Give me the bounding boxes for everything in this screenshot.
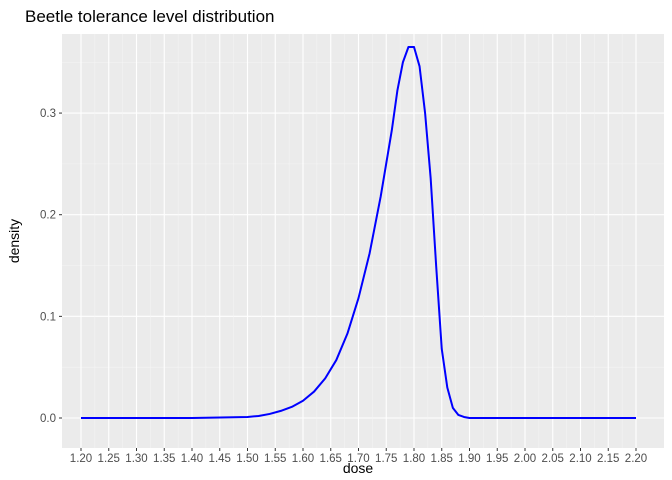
x-tick-label: 1.70 — [347, 453, 369, 465]
x-axis-title: dose — [343, 460, 374, 476]
x-tick-label: 1.40 — [181, 453, 203, 465]
y-tick-label: 0.2 — [40, 210, 56, 222]
plot-panel — [62, 34, 664, 448]
x-tick-label: 2.10 — [569, 453, 591, 465]
y-axis: 0.0 0.1 0.2 0.3 — [40, 108, 62, 425]
x-tick-label: 1.75 — [375, 453, 397, 465]
grid-lines — [62, 34, 664, 448]
x-tick-label: 1.20 — [70, 453, 92, 465]
x-tick-label: 1.55 — [264, 453, 286, 465]
x-tick-label: 1.25 — [98, 453, 120, 465]
y-tick-label: 0.3 — [40, 108, 56, 120]
x-tick-label: 2.20 — [625, 453, 647, 465]
y-axis-title: density — [6, 219, 22, 263]
density-line — [81, 46, 636, 419]
x-tick-label: 1.80 — [403, 453, 425, 465]
x-tick-label: 1.65 — [320, 453, 342, 465]
y-tick-label: 0.0 — [40, 413, 56, 425]
x-tick-label: 1.35 — [153, 453, 175, 465]
x-tick-label: 1.60 — [292, 453, 314, 465]
x-tick-label: 1.50 — [236, 453, 258, 465]
x-tick-label: 1.30 — [125, 453, 147, 465]
chart-title: Beetle tolerance level distribution — [25, 7, 274, 26]
x-tick-label: 1.45 — [209, 453, 231, 465]
x-tick-label: 1.90 — [458, 453, 480, 465]
y-tick-label: 0.1 — [40, 311, 56, 323]
series-layer — [81, 46, 636, 419]
x-tick-label: 1.95 — [486, 453, 508, 465]
x-tick-label: 1.85 — [431, 453, 453, 465]
x-tick-label: 2.05 — [542, 453, 564, 465]
x-tick-label: 2.15 — [597, 453, 619, 465]
x-tick-label: 2.00 — [514, 453, 536, 465]
x-axis: 1.20 1.25 1.30 1.35 1.40 1.45 1.50 1.55 1.60 1.65… — [70, 448, 647, 465]
